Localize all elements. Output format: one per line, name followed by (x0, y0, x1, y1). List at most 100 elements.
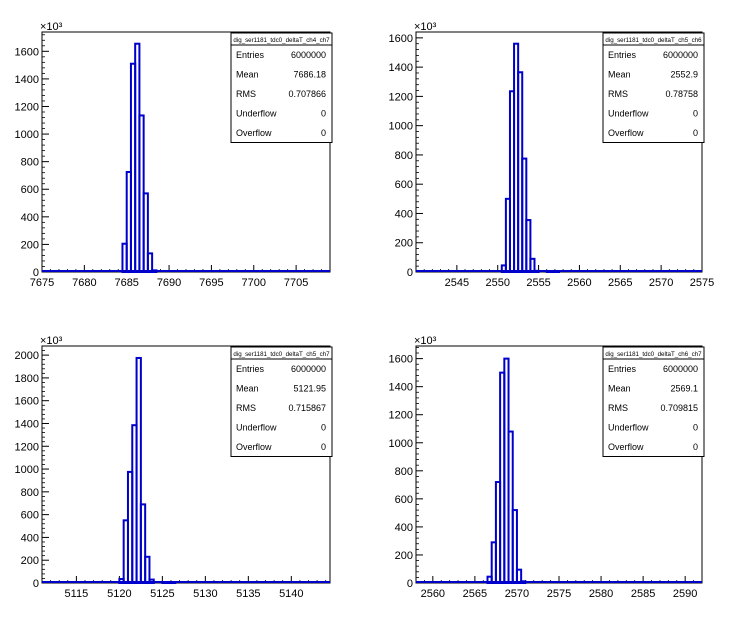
y-tick-label: 200 (395, 550, 413, 562)
x-tick-label: 5135 (236, 588, 260, 600)
y-tick-label: 800 (395, 150, 413, 162)
stats-label: Underflow (608, 109, 649, 119)
x-tick-label: 2555 (526, 277, 550, 289)
y-tick-label: 1600 (389, 354, 413, 366)
histogram-bin (146, 252, 154, 273)
histogram-title: dig_ser1181_tdc0_deltaT_ch4_ch7 (233, 37, 330, 44)
histogram-panel: 2545 2550 2555 2560 2565 2570 2575 0 200 400 600 80… (389, 21, 715, 289)
y-tick-label: 0 (33, 578, 39, 590)
y-tick-label: 1600 (15, 396, 39, 408)
stats-label: Entries (608, 50, 637, 60)
stats-value: 7686.18 (293, 70, 326, 80)
stats-value: 0 (693, 423, 698, 433)
x-tick-label: 2560 (421, 588, 445, 600)
stats-label: Overflow (236, 128, 272, 138)
y-tick-label: 400 (395, 208, 413, 220)
x-tick-label: 5115 (65, 588, 89, 600)
y-exponent-label: ×10³ (40, 21, 63, 33)
y-tick-label: 800 (21, 487, 39, 499)
stats-box: dig_ser1181_tdc0_deltaT_ch4_ch7 Entries 60… (230, 32, 333, 143)
stats-label: Entries (608, 364, 637, 374)
stats-box-frame (230, 32, 333, 143)
stats-value: 6000000 (291, 50, 326, 60)
x-tick-label: 2550 (485, 277, 509, 289)
x-tick-label: 2585 (631, 588, 655, 600)
x-tick-label: 2545 (445, 277, 469, 289)
y-tick-label: 2000 (15, 350, 39, 362)
x-tick-label: 5120 (107, 588, 131, 600)
x-tick-label: 2590 (673, 588, 697, 600)
stats-value: 6000000 (663, 364, 698, 374)
stats-value: 2552.9 (670, 70, 698, 80)
x-tick-label: 2575 (690, 277, 714, 289)
y-tick-label: 1400 (389, 62, 413, 74)
y-tick-label: 1200 (15, 441, 39, 453)
histogram-title: dig_ser1181_tdc0_deltaT_ch5_ch6 (605, 37, 702, 44)
y-tick-label: 200 (21, 555, 39, 567)
stats-value: 0 (693, 128, 698, 138)
y-tick-label: 1000 (15, 129, 39, 141)
x-tick-label: 2580 (589, 588, 613, 600)
stats-value: 2569.1 (670, 384, 698, 394)
stats-label: Overflow (608, 442, 644, 452)
y-tick-label: 1000 (389, 121, 413, 133)
x-tick-label: 5125 (150, 588, 174, 600)
histogram-panel: 5115 5120 5125 5130 5135 5140 0 200 400 600 800 100… (15, 335, 333, 600)
x-tick-label: 7680 (72, 277, 96, 289)
stats-value: 6000000 (663, 50, 698, 60)
stats-value: 0.715867 (288, 403, 326, 413)
stats-value: 0 (693, 442, 698, 452)
stats-value: 0 (321, 442, 326, 452)
stats-label: Mean (236, 70, 259, 80)
y-tick-label: 600 (21, 184, 39, 196)
y-tick-label: 400 (21, 532, 39, 544)
histogram-panel: 7675 7680 7685 7690 7695 7700 7705 0 200 400 600 80… (15, 21, 333, 289)
stats-box-frame (602, 346, 705, 457)
y-tick-label: 1400 (15, 74, 39, 86)
stats-value: 0.709815 (660, 403, 698, 413)
y-tick-label: 400 (395, 522, 413, 534)
y-tick-label: 0 (407, 267, 413, 279)
stats-label: Underflow (608, 423, 649, 433)
x-tick-label: 2560 (567, 277, 591, 289)
stats-value: 0 (321, 423, 326, 433)
y-tick-label: 1000 (389, 438, 413, 450)
stats-label: Entries (236, 364, 265, 374)
x-tick-label: 7700 (242, 277, 266, 289)
y-tick-label: 800 (395, 466, 413, 478)
stats-value: 0 (693, 109, 698, 119)
stats-label: Mean (608, 384, 631, 394)
y-tick-label: 1200 (389, 91, 413, 103)
x-tick-label: 7690 (157, 277, 181, 289)
stats-label: RMS (608, 89, 628, 99)
stats-value: 0.78758 (665, 89, 698, 99)
stats-label: RMS (236, 89, 256, 99)
stats-label: Overflow (236, 442, 272, 452)
histogram-panel: 2560 2565 2570 2575 2580 2585 2590 0 200 400 600 80… (389, 335, 705, 600)
stats-value: 5121.95 (293, 384, 326, 394)
stats-label: Mean (236, 384, 259, 394)
x-tick-label: 2570 (505, 588, 529, 600)
stats-label: RMS (236, 403, 256, 413)
stats-box-frame (602, 32, 705, 143)
y-tick-label: 600 (21, 510, 39, 522)
histogram-title: dig_ser1181_tdc0_deltaT_ch6_ch7 (605, 351, 702, 358)
y-tick-label: 1200 (389, 410, 413, 422)
x-tick-label: 7695 (199, 277, 223, 289)
y-tick-label: 400 (21, 212, 39, 224)
y-tick-label: 1600 (15, 46, 39, 58)
x-tick-label: 7685 (114, 277, 138, 289)
y-tick-label: 0 (407, 578, 413, 590)
x-tick-label: 5140 (279, 588, 303, 600)
y-tick-label: 200 (395, 238, 413, 250)
stats-label: RMS (608, 403, 628, 413)
x-tick-label: 2570 (649, 277, 673, 289)
y-tick-label: 1400 (389, 382, 413, 394)
y-tick-label: 1400 (15, 418, 39, 430)
histogram-title: dig_ser1181_tdc0_deltaT_ch5_ch7 (233, 351, 330, 358)
y-tick-label: 1600 (389, 33, 413, 45)
y-exponent-label: ×10³ (414, 21, 437, 33)
stats-box: dig_ser1181_tdc0_deltaT_ch6_ch7 Entries 60… (602, 346, 705, 457)
stats-box: dig_ser1181_tdc0_deltaT_ch5_ch6 Entries 60… (602, 32, 705, 143)
